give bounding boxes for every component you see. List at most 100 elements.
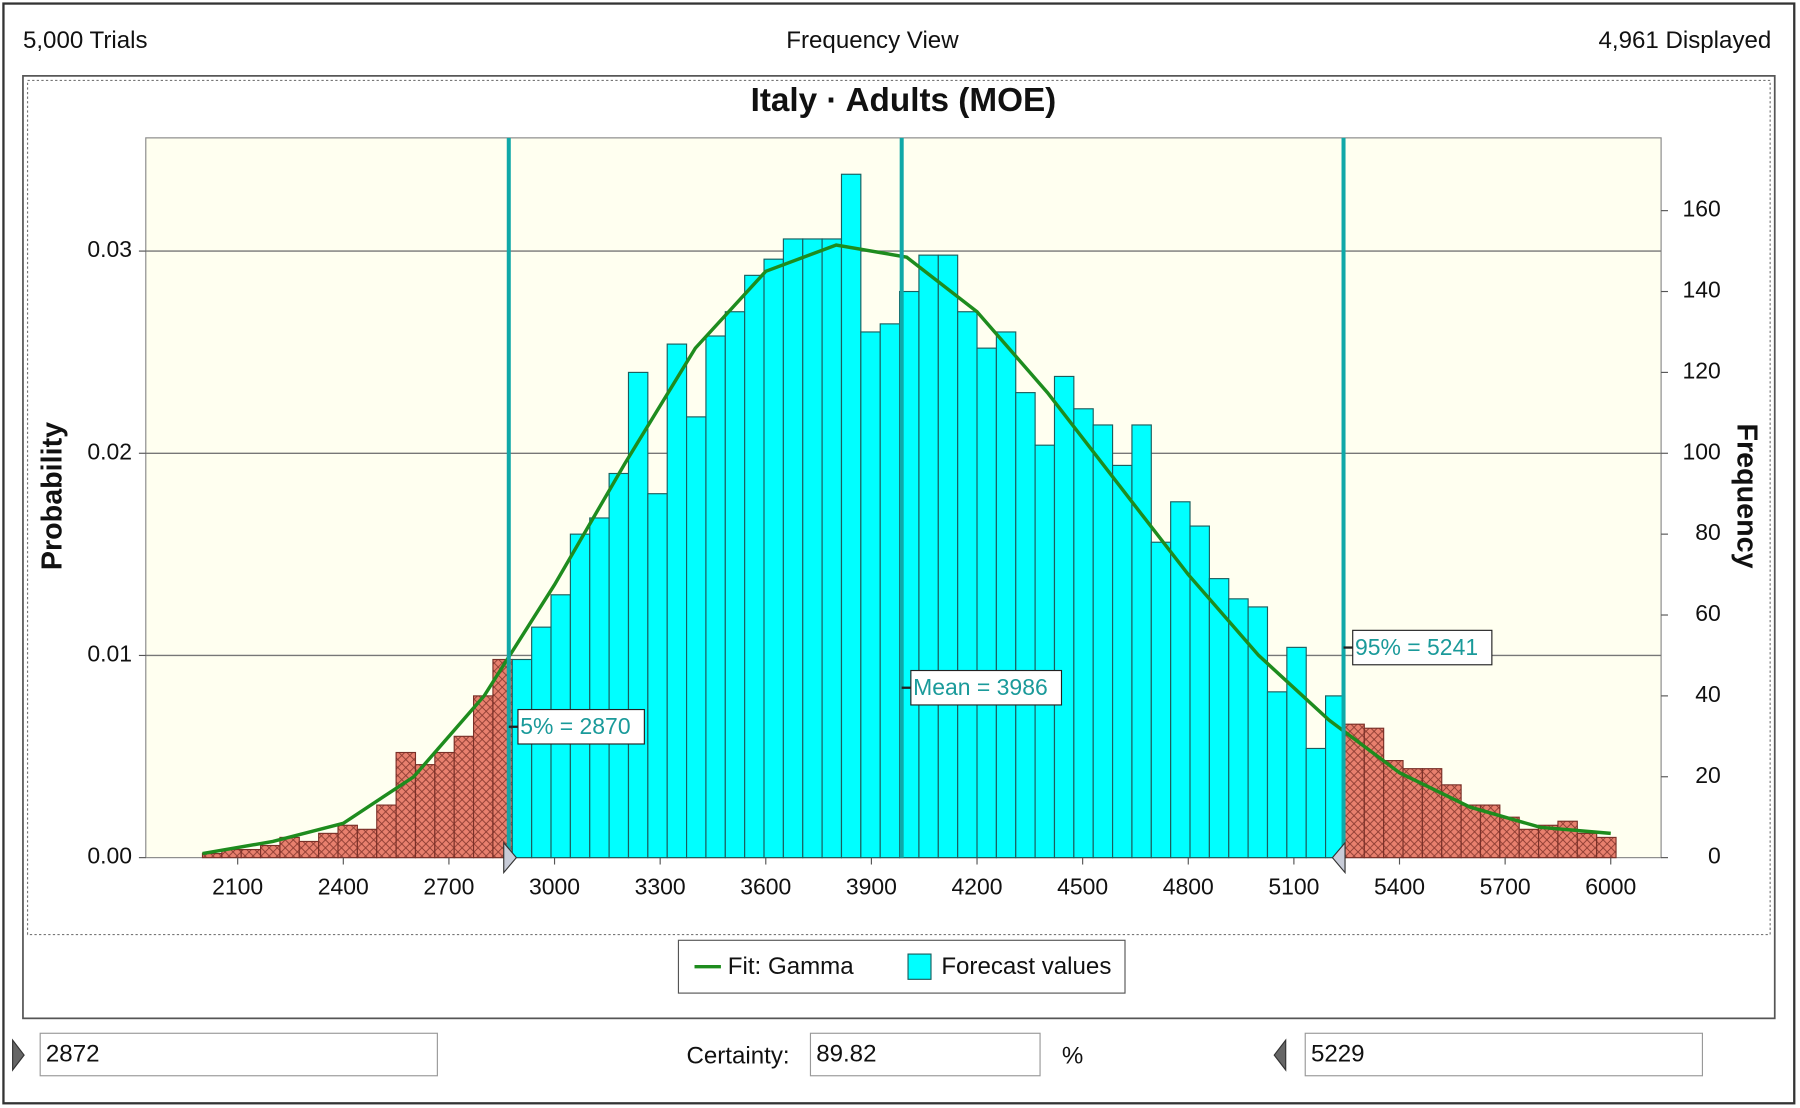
marker-label-box <box>1352 629 1493 666</box>
histogram-bar <box>1015 392 1036 859</box>
histogram-bar <box>1460 804 1482 859</box>
histogram-bar <box>937 254 959 859</box>
histogram-bar <box>1092 424 1114 859</box>
histogram-bar <box>434 751 455 859</box>
y2-tick-label: 20 <box>1695 762 1721 788</box>
x-tick-label: 2400 <box>318 874 369 900</box>
x-tick-label: 4500 <box>1057 874 1108 900</box>
legend-label: Forecast values <box>941 953 1111 980</box>
histogram-bar <box>763 258 784 859</box>
x-tick-label: 3000 <box>529 874 580 900</box>
y2-tick-label: 0 <box>1708 843 1721 869</box>
fit-curve <box>202 243 1611 856</box>
legend-swatch-bars <box>907 953 932 980</box>
certainty-grabber[interactable] <box>1331 841 1346 875</box>
histogram-bar <box>666 343 688 859</box>
histogram-bar <box>782 238 804 859</box>
upper-arrow[interactable] <box>1273 1038 1287 1072</box>
x-tick-label: 4800 <box>1163 874 1214 900</box>
y2-tick-label: 60 <box>1695 600 1721 626</box>
plot-layer <box>145 173 1662 859</box>
histogram-bar <box>627 371 649 859</box>
histogram-bar <box>511 658 533 859</box>
histogram-bar <box>1034 444 1056 859</box>
histogram-bar <box>840 173 862 859</box>
histogram-bar <box>976 347 997 859</box>
histogram-bar <box>1286 646 1307 859</box>
trials-count: 5,000 Trials <box>23 27 148 54</box>
marker-label-box <box>910 669 1063 706</box>
histogram-bar <box>1557 820 1578 859</box>
marker-label: 5% = 2870 <box>520 713 630 739</box>
histogram-bar <box>1111 464 1133 859</box>
histogram-bar <box>1305 747 1327 859</box>
y-tick-label: 0.01 <box>87 641 132 667</box>
histogram-bar <box>1053 375 1075 859</box>
view-name[interactable]: Frequency View <box>786 27 959 54</box>
histogram-bar <box>1576 832 1598 859</box>
histogram-bar <box>744 274 765 859</box>
y2-tick-label: 120 <box>1683 357 1721 383</box>
histogram-bar <box>608 472 630 859</box>
histogram-bar <box>414 764 436 859</box>
certainty-input[interactable] <box>809 1032 1041 1077</box>
y-tick-label: 0.03 <box>87 236 132 262</box>
histogram-bar <box>1208 578 1230 859</box>
histogram-bar <box>685 416 707 859</box>
histogram-bar <box>259 844 281 859</box>
legend-label: Fit: Gamma <box>728 953 854 980</box>
y2-tick-label: 100 <box>1683 438 1721 464</box>
histogram-bar <box>1189 525 1210 859</box>
histogram-bar <box>1073 408 1094 859</box>
lower-arrow[interactable] <box>12 1038 25 1072</box>
histogram-bar <box>705 335 726 859</box>
histogram-bar <box>589 517 610 859</box>
histogram-bar <box>647 493 668 859</box>
upper-value: 5229 <box>1311 1040 1365 1067</box>
histogram-bar <box>356 828 378 859</box>
histogram-bar <box>298 840 320 859</box>
histogram-bar <box>337 824 358 859</box>
x-tick-label: 5700 <box>1480 874 1531 900</box>
certainty-grabber[interactable] <box>503 841 518 875</box>
x-tick-label: 3900 <box>846 874 897 900</box>
histogram-bar <box>318 832 339 859</box>
lower-value: 2872 <box>46 1040 100 1067</box>
histogram-bar <box>918 254 939 859</box>
histogram-bar <box>453 735 475 859</box>
histogram-bar <box>1266 691 1288 859</box>
histogram-bar <box>724 311 746 859</box>
histogram-bar <box>879 323 901 859</box>
x-tick-label: 5100 <box>1268 874 1319 900</box>
y2-tick-label: 160 <box>1683 196 1721 222</box>
histogram-bar <box>1150 541 1172 859</box>
histogram-bar <box>995 331 1017 859</box>
histogram-bar <box>472 695 494 859</box>
y2-tick-label: 140 <box>1683 277 1721 303</box>
marker-label: 95% = 5241 <box>1355 634 1478 660</box>
displayed-count: 4,961 Displayed <box>1599 27 1772 54</box>
y-axis-title: Probability <box>37 422 69 570</box>
lower-input[interactable] <box>39 1032 438 1077</box>
histogram-bar <box>569 533 591 859</box>
marker-label: Mean = 3986 <box>913 674 1048 700</box>
legend <box>677 939 1126 994</box>
y-tick-label: 0.00 <box>87 843 132 869</box>
histogram-bar <box>240 848 262 859</box>
histogram-bar <box>1499 816 1520 859</box>
histogram-bar <box>802 238 823 859</box>
histogram-bar <box>1383 760 1404 859</box>
certainty-value: 89.82 <box>816 1040 876 1067</box>
histogram-bar <box>1421 768 1443 859</box>
y2-tick-label: 40 <box>1695 681 1721 707</box>
histogram-bar <box>860 331 881 859</box>
histogram-bar <box>957 311 978 859</box>
histogram-bar <box>821 238 843 859</box>
histogram-bar <box>395 751 417 859</box>
x-tick-label: 2700 <box>423 874 474 900</box>
x-tick-label: 3300 <box>635 874 686 900</box>
x-tick-label: 2100 <box>212 874 263 900</box>
upper-input[interactable] <box>1304 1032 1703 1077</box>
histogram-bar <box>1596 836 1617 859</box>
